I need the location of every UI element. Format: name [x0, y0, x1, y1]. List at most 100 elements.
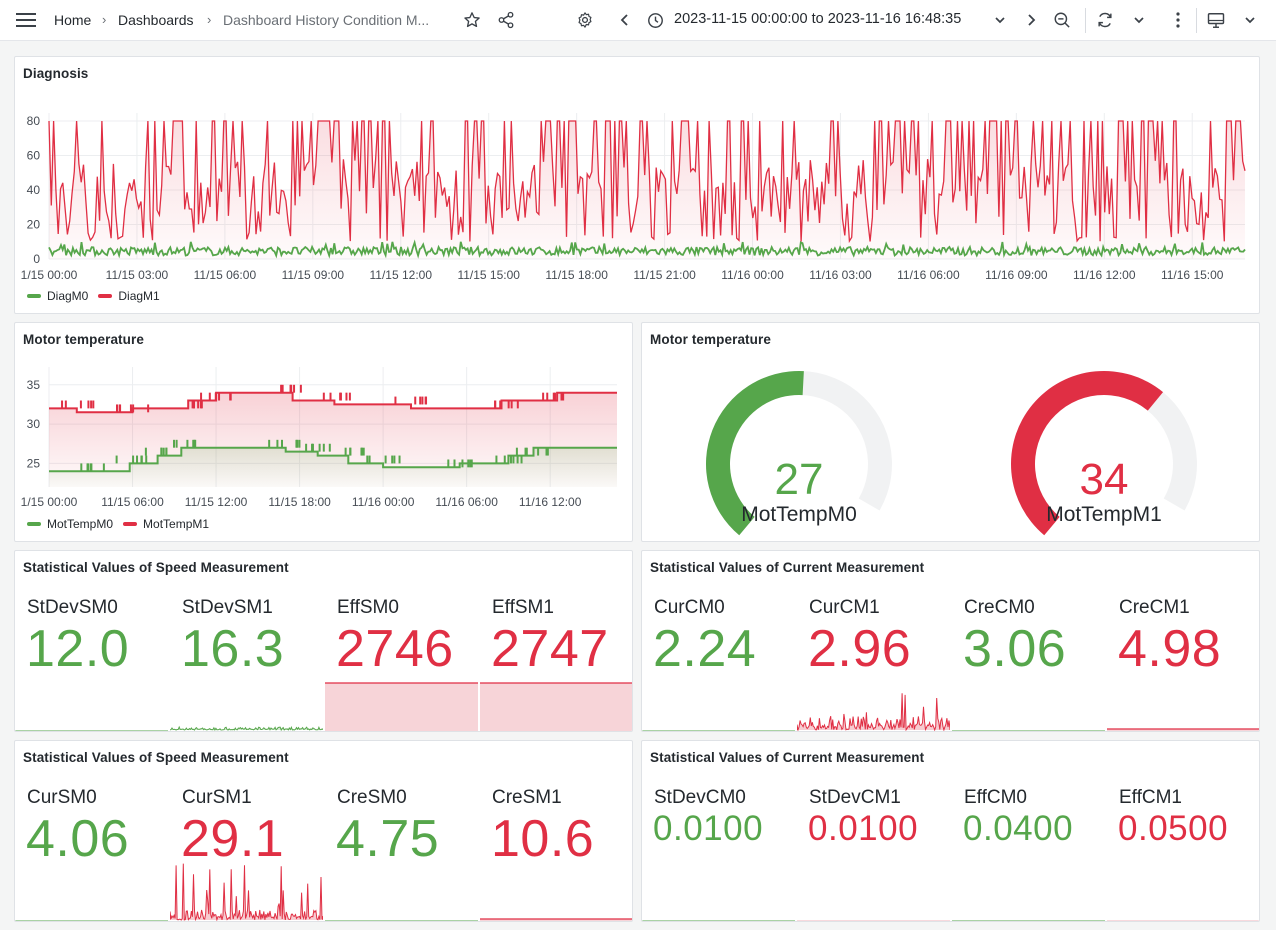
x-tick-label: 11/15 06:00	[101, 495, 164, 509]
stat-cell-effcm1[interactable]: EffCM1 0.0500	[1107, 771, 1259, 921]
sparkline-line	[797, 693, 950, 731]
more-vertical-icon[interactable]	[1170, 10, 1186, 30]
stat-label: CurSM0	[27, 787, 97, 808]
stat-value: 4.06	[26, 810, 130, 868]
sparkline	[797, 920, 950, 921]
stat-cell-effsm0[interactable]: EffSM0 2746	[325, 581, 478, 731]
stat-value: 2746	[336, 620, 454, 678]
stat-value: 2.96	[808, 620, 912, 678]
series-line-mottempm0	[49, 446, 617, 473]
stat-cell-stdevcm0[interactable]: StDevCM0 0.0100	[642, 771, 795, 921]
series-area-diagm1	[49, 121, 1245, 259]
x-tick-label: 11/15 06:00	[194, 268, 257, 282]
time-range-picker[interactable]: 2023-11-15 00:00:00 to 2023-11-16 16:48:…	[674, 11, 962, 27]
zoom-out-icon[interactable]	[1052, 10, 1072, 30]
legend-label: DiagM1	[118, 289, 160, 303]
stat-cell-stdevsm0[interactable]: StDevSM0 12.0	[15, 581, 168, 731]
panel-title[interactable]: Statistical Values of Speed Measurement	[23, 560, 289, 575]
stat-cell-crecm0[interactable]: CreCM0 3.06	[952, 581, 1105, 731]
sparkline-line	[170, 725, 323, 731]
stat-value: 2747	[491, 620, 609, 678]
refresh-icon[interactable]	[1095, 10, 1115, 30]
hamburger-menu-icon[interactable]	[14, 10, 38, 30]
sparkline	[1107, 728, 1259, 731]
sparkline	[952, 920, 1105, 921]
toolbar-divider	[1085, 8, 1086, 33]
legend-label: MotTempM0	[47, 517, 114, 531]
stat-label: CurSM1	[182, 787, 252, 808]
legend-item[interactable]: DiagM0	[27, 289, 88, 303]
motor-temperature-chart[interactable]: 25 30 35 1/15 00:00 11/15 06:00 11/15 12:00 11…	[15, 323, 633, 513]
stat-label: StDevCM0	[654, 787, 746, 808]
stat-cell-stdevcm1[interactable]: StDevCM1 0.0100	[797, 771, 950, 921]
sparkline	[170, 725, 323, 731]
current-stats-panel-2: Statistical Values of Current Measuremen…	[641, 740, 1260, 922]
y-tick-label: 20	[27, 218, 41, 232]
refresh-interval-chevron-down-icon[interactable]	[1132, 12, 1146, 28]
motor-temperature-gauge-panel: Motor temperature 27 MotTempM0 34 MotTem…	[641, 322, 1260, 542]
stat-cell-cursm1[interactable]: CurSM1 29.1	[170, 771, 323, 921]
stat-cell-curcm1[interactable]: CurCM1 2.96	[797, 581, 950, 731]
breadcrumb-current-dashboard: Dashboard History Condition M...	[223, 12, 430, 28]
stat-label: CreSM0	[337, 787, 407, 808]
panel-title[interactable]: Statistical Values of Current Measuremen…	[650, 560, 925, 575]
x-tick-label: 11/15 18:00	[545, 268, 608, 282]
x-tick-label: 11/15 12:00	[185, 495, 248, 509]
stat-cell-crecm1[interactable]: CreCM1 4.98	[1107, 581, 1259, 731]
stat-cell-stdevsm1[interactable]: StDevSM1 16.3	[170, 581, 323, 731]
stat-cell-cresm1[interactable]: CreSM1 10.6	[480, 771, 632, 921]
gear-icon[interactable]	[575, 10, 595, 30]
share-icon[interactable]	[496, 10, 516, 30]
legend-label: MotTempM1	[143, 517, 210, 531]
breadcrumb-dashboards[interactable]: Dashboards	[118, 12, 194, 28]
stat-cell-curcm0[interactable]: CurCM0 2.24	[642, 581, 795, 731]
view-mode-chevron-down-icon[interactable]	[1243, 12, 1257, 28]
stat-label: EffCM1	[1119, 787, 1183, 808]
monitor-icon[interactable]	[1206, 10, 1226, 30]
legend-swatch	[27, 294, 41, 298]
diagnosis-panel: Diagnosis 0 20 40 60 80 1/15 00:00 11/15 03:00…	[14, 56, 1260, 314]
chevron-down-icon[interactable]	[993, 12, 1007, 28]
clock-icon	[646, 11, 664, 29]
chevron-left-icon[interactable]	[617, 11, 633, 29]
star-icon[interactable]	[462, 10, 482, 30]
sparkline-area	[170, 863, 323, 920]
y-tick-label: 80	[27, 114, 41, 128]
diagnosis-chart[interactable]: 0 20 40 60 80 1/15 00:00 11/15 03:00 11/15 06:0…	[15, 57, 1260, 285]
panel-title[interactable]: Motor temperature	[650, 332, 771, 347]
stat-cell-effsm1[interactable]: EffSM1 2747	[480, 581, 632, 731]
legend-item[interactable]: MotTempM0	[27, 517, 113, 531]
stat-value: 0.0400	[963, 809, 1074, 848]
motor-temperature-chart-panel: Motor temperature 25 30 35 1/15 00:00 11/15 …	[14, 322, 633, 542]
legend-label: DiagM0	[47, 289, 89, 303]
panel-title[interactable]: Diagnosis	[23, 66, 89, 81]
panel-title[interactable]: Statistical Values of Speed Measurement	[23, 750, 289, 765]
sparkline	[952, 730, 1105, 731]
x-tick-label: 11/16 00:00	[721, 268, 784, 282]
x-tick-label: 11/15 12:00	[370, 268, 433, 282]
stat-label: CurCM0	[654, 597, 725, 618]
x-tick-label: 11/16 03:00	[809, 268, 872, 282]
legend-item[interactable]: MotTempM1	[123, 517, 209, 531]
stat-cell-effcm0[interactable]: EffCM0 0.0400	[952, 771, 1105, 921]
stat-cell-cursm0[interactable]: CurSM0 4.06	[15, 771, 168, 921]
chevron-right-icon[interactable]	[1023, 11, 1039, 29]
sparkline	[642, 730, 795, 731]
x-tick-label: 11/15 15:00	[457, 268, 520, 282]
stat-label: EffSM0	[337, 597, 399, 618]
y-tick-label: 0	[33, 252, 40, 266]
panel-title[interactable]: Motor temperature	[23, 332, 144, 347]
x-tick-label: 11/16 06:00	[435, 495, 498, 509]
stat-label: EffCM0	[964, 787, 1028, 808]
sparkline	[480, 682, 632, 731]
stat-label: StDevSM0	[27, 597, 118, 618]
stat-cell-cresm0[interactable]: CreSM0 4.75	[325, 771, 478, 921]
legend-item[interactable]: DiagM1	[98, 289, 160, 303]
sparkline	[1107, 920, 1259, 921]
x-tick-label: 1/15 00:00	[21, 495, 78, 509]
panel-title[interactable]: Statistical Values of Current Measuremen…	[650, 750, 925, 765]
breadcrumb-home[interactable]: Home	[54, 12, 92, 28]
stat-value: 10.6	[491, 810, 595, 868]
stat-label: EffSM1	[492, 597, 554, 618]
x-tick-label: 11/15 18:00	[268, 495, 331, 509]
